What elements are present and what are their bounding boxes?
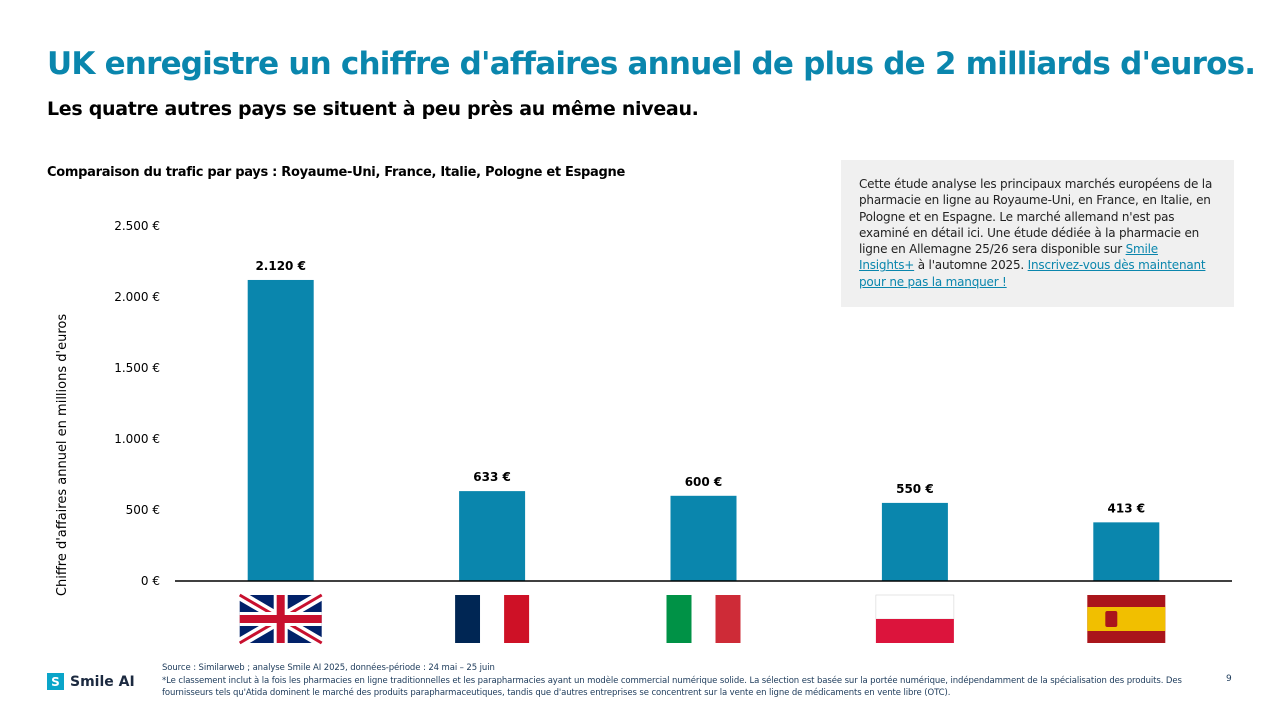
smile-ai-logo: S Smile AI <box>47 673 135 690</box>
data-label: 413 € <box>1108 501 1146 515</box>
smile-insights-link[interactable]: Smile Insights+ <box>859 242 1158 273</box>
bar-Italie <box>670 495 737 581</box>
data-label: 633 € <box>473 470 511 484</box>
logo-icon: S <box>47 673 64 690</box>
france-flag-icon <box>455 595 530 643</box>
bar-Espagne <box>1093 522 1160 581</box>
y-tick-label: 2.500 € <box>114 219 160 233</box>
info-box: Cette étude analyse les principaux march… <box>841 160 1234 307</box>
info-text-2: à l'automne 2025. <box>914 258 1028 273</box>
y-axis-label: Chiffre d'affaires annuel en millions d'… <box>55 314 70 596</box>
page-title: UK enregistre un chiffre d'affaires annu… <box>47 46 1256 82</box>
signup-link[interactable]: Inscrivez-vous dès maintenant pour ne pa… <box>859 258 1206 289</box>
spain-flag-icon <box>1087 595 1166 643</box>
data-label: 550 € <box>896 482 934 496</box>
italy-flag-icon <box>666 595 741 643</box>
poland-flag-icon <box>875 594 955 643</box>
data-label: 2.120 € <box>255 259 305 273</box>
bar-Royaume-Uni <box>247 279 314 581</box>
y-tick-label: 2.000 € <box>114 290 160 304</box>
y-tick-label: 0 € <box>141 574 160 588</box>
bar-France <box>459 491 526 581</box>
chart-title: Comparaison du trafic par pays : Royaume… <box>47 165 625 180</box>
footnote: Source : Similarweb ; analyse Smile AI 2… <box>162 662 1202 700</box>
page-number: 9 <box>1226 674 1232 684</box>
source-text: Source : Similarweb ; analyse Smile AI 2… <box>162 663 495 673</box>
note-text: *Le classement inclut à la fois les phar… <box>162 675 1182 699</box>
logo-text: Smile AI <box>70 673 135 690</box>
bar-Pologne <box>881 502 948 581</box>
y-tick-label: 1.000 € <box>114 432 160 446</box>
info-text: Cette étude analyse les principaux march… <box>859 177 1213 257</box>
y-tick-label: 1.500 € <box>114 361 160 375</box>
data-label: 600 € <box>685 475 723 489</box>
uk-flag-icon <box>237 590 325 648</box>
y-tick-label: 500 € <box>126 503 160 517</box>
page-subtitle: Les quatre autres pays se situent à peu … <box>47 98 699 120</box>
